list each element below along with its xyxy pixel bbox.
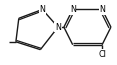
Text: Cl: Cl [98, 50, 106, 59]
Text: N: N [55, 23, 61, 32]
Text: N: N [39, 5, 45, 14]
Text: N: N [99, 5, 105, 14]
Text: N: N [70, 5, 76, 14]
